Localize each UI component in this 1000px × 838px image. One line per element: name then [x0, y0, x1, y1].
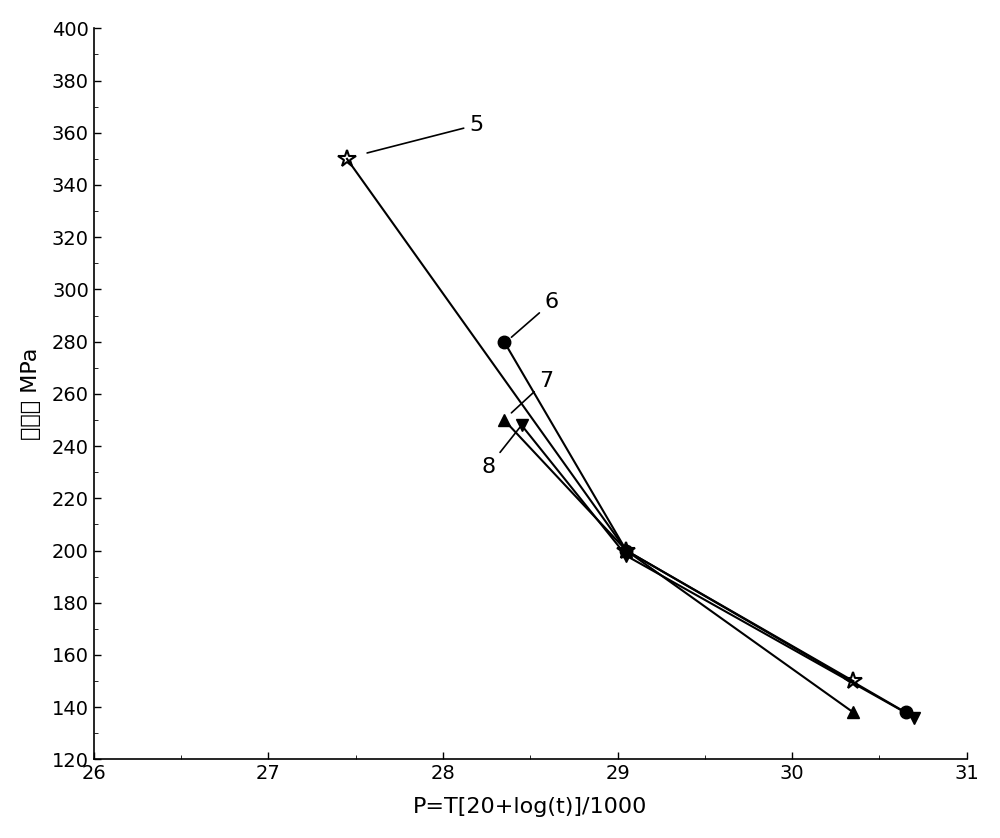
X-axis label: P=T[20+log(t)]/1000: P=T[20+log(t)]/1000	[413, 797, 647, 817]
Text: 5: 5	[367, 115, 483, 153]
Text: 8: 8	[481, 427, 520, 477]
Text: 6: 6	[511, 292, 558, 337]
Text: 7: 7	[511, 371, 553, 413]
Y-axis label: 应力， MPa: 应力， MPa	[21, 348, 41, 440]
